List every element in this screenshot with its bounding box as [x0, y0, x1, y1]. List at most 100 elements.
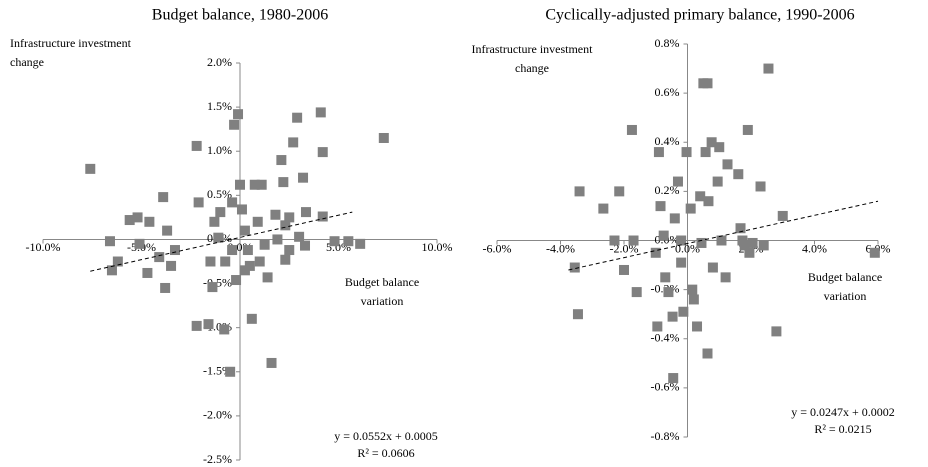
- y-tick-label: 0.8%: [655, 36, 680, 50]
- equation: R² = 0.0606: [357, 446, 414, 460]
- y-tick-label: -0.5%: [203, 275, 232, 289]
- point: [262, 272, 273, 283]
- point: [660, 272, 671, 283]
- point: [225, 366, 236, 377]
- point: [142, 267, 153, 278]
- point: [735, 223, 746, 234]
- point: [270, 209, 281, 220]
- point: [631, 287, 642, 298]
- point: [714, 142, 725, 153]
- x-axis-label: variation: [824, 289, 867, 303]
- point: [284, 212, 295, 223]
- point: [266, 357, 277, 368]
- point: [378, 132, 389, 143]
- point: [614, 186, 625, 197]
- point: [256, 179, 267, 190]
- point: [227, 245, 238, 256]
- point: [676, 235, 687, 246]
- point: [169, 245, 180, 256]
- point: [85, 163, 96, 174]
- point: [702, 348, 713, 359]
- point: [652, 321, 663, 332]
- point: [707, 262, 718, 273]
- point: [205, 256, 216, 267]
- point: [203, 319, 214, 330]
- point: [695, 191, 706, 202]
- point: [132, 212, 143, 223]
- point: [716, 235, 727, 246]
- point: [343, 236, 354, 247]
- point: [193, 197, 204, 208]
- point: [758, 240, 769, 251]
- y-tick-label: 0.4%: [655, 134, 680, 148]
- y-tick-label: -1.5%: [203, 364, 232, 378]
- point: [236, 204, 247, 215]
- y-tick-label: -0.6%: [651, 380, 680, 394]
- point: [678, 306, 689, 317]
- point: [252, 216, 263, 227]
- chart-title: Budget balance, 1980-2006: [152, 7, 328, 24]
- point: [233, 109, 244, 120]
- point: [619, 264, 629, 275]
- point: [144, 216, 155, 227]
- point: [569, 262, 580, 273]
- point: [124, 215, 135, 226]
- point: [653, 147, 664, 158]
- point: [249, 179, 260, 190]
- point: [712, 176, 723, 187]
- point: [722, 159, 733, 170]
- point: [242, 245, 253, 256]
- point: [315, 107, 326, 118]
- point: [739, 240, 750, 251]
- point: [191, 140, 202, 151]
- point: [747, 237, 758, 248]
- point: [763, 63, 774, 74]
- point: [706, 137, 717, 148]
- y-tick-label: -0.4%: [651, 331, 680, 345]
- point: [609, 235, 620, 246]
- point: [219, 324, 230, 335]
- point: [298, 172, 309, 183]
- point: [658, 230, 669, 241]
- x-tick-label: -6.0%: [483, 241, 512, 255]
- point: [655, 201, 666, 212]
- point: [134, 238, 145, 249]
- y-axis-label: change: [515, 61, 549, 75]
- point: [742, 124, 753, 135]
- point: [300, 240, 311, 251]
- point: [317, 211, 328, 222]
- point: [687, 284, 698, 295]
- trendline: [90, 211, 353, 272]
- trendline: [568, 200, 879, 271]
- y-axis-label: Infrastructure investment: [10, 36, 132, 50]
- chart-title: Cyclically-adjusted primary balance, 199…: [545, 7, 854, 24]
- point: [191, 320, 202, 331]
- point: [288, 137, 299, 148]
- point: [628, 235, 639, 246]
- point: [280, 220, 291, 231]
- point: [154, 252, 165, 263]
- point: [259, 239, 270, 250]
- point: [227, 197, 238, 208]
- point: [278, 177, 289, 188]
- point: [239, 265, 250, 276]
- y-tick-label: -0.8%: [651, 429, 680, 443]
- point: [294, 231, 305, 242]
- point: [231, 275, 242, 286]
- point: [650, 247, 661, 258]
- point: [598, 203, 609, 214]
- point: [160, 282, 171, 293]
- x-tick-label: -4.0%: [546, 241, 575, 255]
- point: [158, 192, 169, 203]
- equation: y = 0.0247x + 0.0002: [791, 405, 895, 419]
- y-tick-label: 0.2%: [655, 183, 680, 197]
- point: [215, 207, 226, 218]
- point: [669, 213, 680, 224]
- x-tick-label: 4.0%: [802, 241, 827, 255]
- point: [702, 78, 713, 89]
- point: [663, 287, 674, 298]
- point: [572, 309, 583, 320]
- point: [777, 210, 788, 221]
- point: [213, 232, 224, 243]
